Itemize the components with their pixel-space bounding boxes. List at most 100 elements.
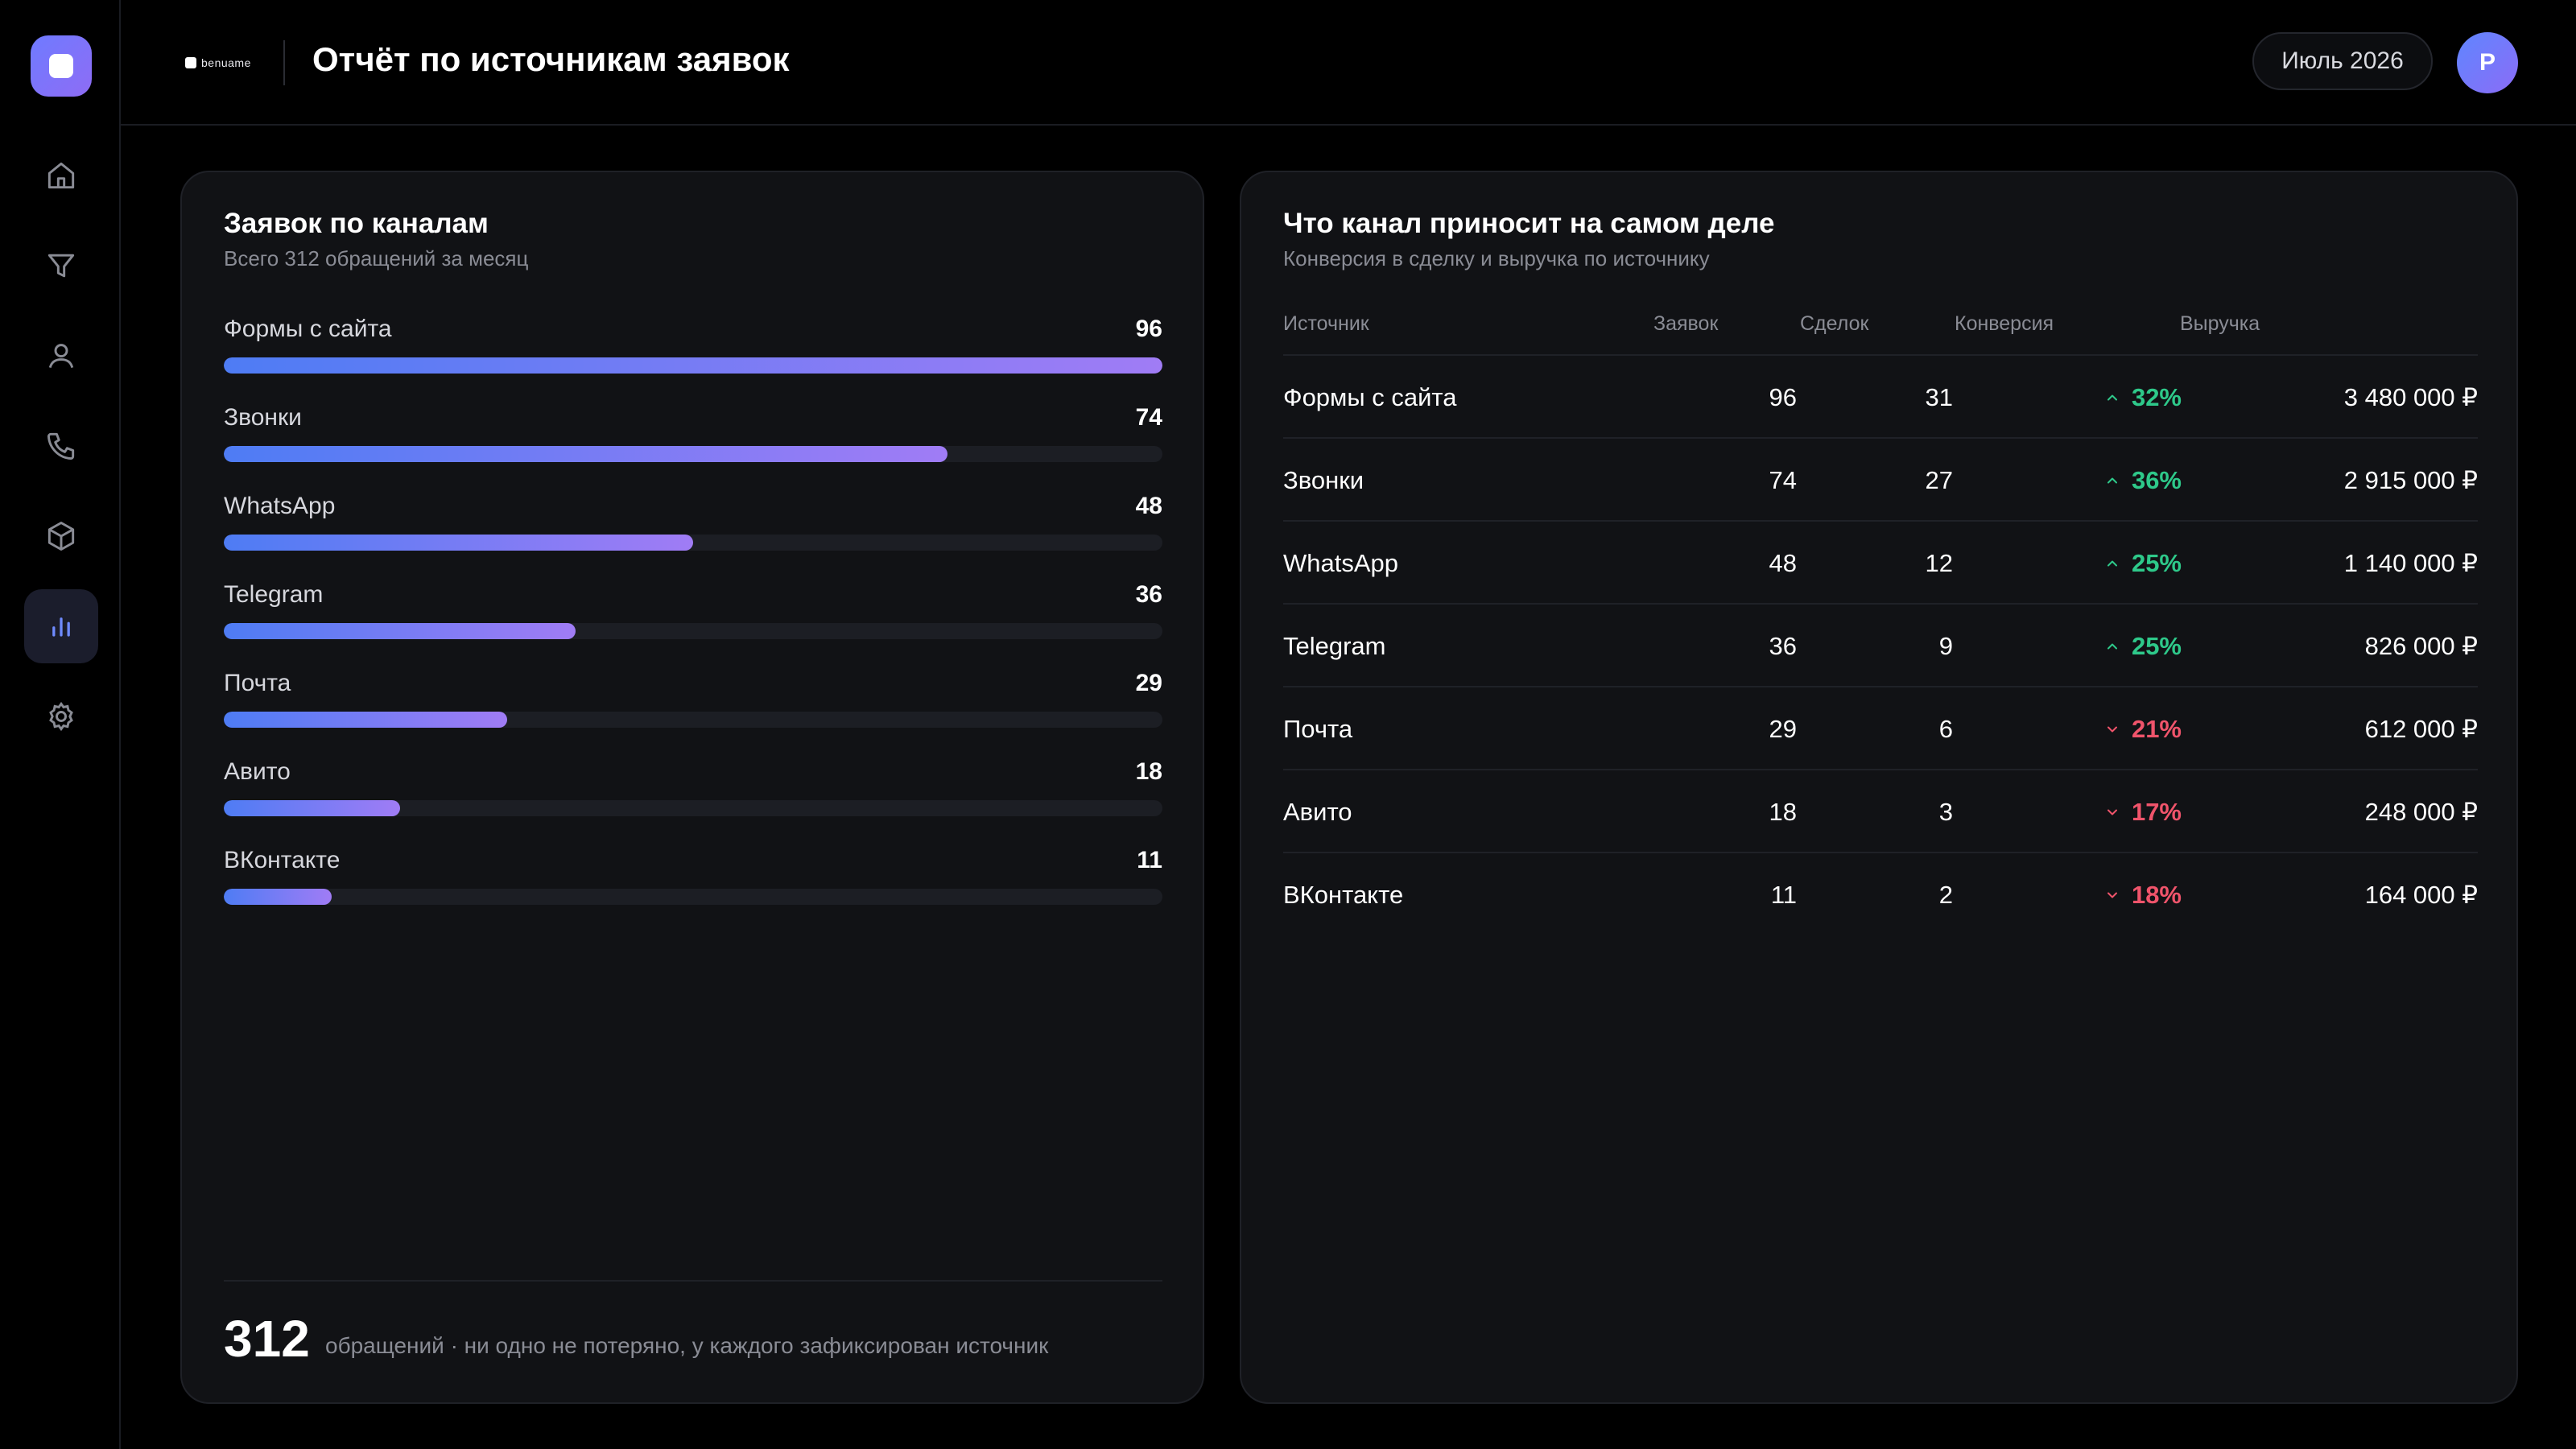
cell-conversion: 21%	[2104, 715, 2182, 744]
bar-label: Telegram	[224, 581, 324, 608]
cell-source: Авито	[1283, 798, 1352, 826]
sidebar-item-contacts[interactable]	[24, 319, 98, 393]
bar-value-label: 96	[1135, 316, 1162, 342]
sidebar-item-settings[interactable]	[24, 679, 98, 753]
conversion-value: 21%	[2131, 715, 2182, 743]
bar-track	[224, 357, 1162, 374]
conversion-table: Источник Заявок Сделок Конверсия Выручка…	[1283, 301, 2478, 936]
column-header-conversion[interactable]: Конверсия	[1955, 312, 2054, 335]
channels-card-title: Заявок по каналам	[224, 208, 489, 239]
bar[interactable]	[224, 712, 508, 728]
cell-conversion: 17%	[2104, 798, 2182, 827]
bar-row: ВКонтакте 11	[224, 837, 1162, 926]
conversion-value: 17%	[2131, 798, 2182, 826]
bar-track	[224, 446, 1162, 462]
cell-revenue: 612 000 ₽	[2364, 715, 2478, 743]
trend-up-icon	[2107, 560, 2117, 567]
cell-deals: 3	[1938, 798, 1953, 826]
bar-row: Telegram 36	[224, 572, 1162, 660]
bar-row: Авито 18	[224, 749, 1162, 837]
bar-label: ВКонтакте	[224, 847, 341, 873]
header-divider	[283, 40, 285, 85]
table-row[interactable]: WhatsApp 48 12 25% 1 140 000 ₽	[1283, 522, 2478, 605]
trend-up-icon	[2107, 477, 2117, 484]
header: benuame Отчёт по источникам заявок Июль …	[121, 0, 2576, 126]
table-row[interactable]: Почта 29 6 21% 612 000 ₽	[1283, 687, 2478, 770]
bar-track	[224, 623, 1162, 639]
channels-bar-chart: Формы с сайта 96 Звонки 74 WhatsApp 48 Telegra…	[224, 306, 1162, 926]
avatar[interactable]: P	[2457, 32, 2518, 93]
bar-row: Почта 29	[224, 660, 1162, 749]
sidebar-item-reports[interactable]	[24, 589, 98, 663]
conversion-card: Что канал приносит на самом деле Конверс…	[1240, 171, 2518, 1404]
bar[interactable]	[224, 623, 576, 639]
cell-leads: 29	[1769, 715, 1797, 743]
trend-down-icon	[2107, 892, 2117, 898]
conversion-card-title: Что канал приносит на самом деле	[1283, 208, 1775, 239]
table-row[interactable]: Авито 18 3 17% 248 000 ₽	[1283, 770, 2478, 853]
bar-label: Почта	[224, 670, 291, 696]
table-header: Источник Заявок Сделок Конверсия Выручка	[1283, 301, 2478, 356]
cell-leads: 36	[1769, 632, 1797, 660]
bar-value-label: 18	[1135, 758, 1162, 785]
bar-value-label: 36	[1135, 581, 1162, 608]
bar-track	[224, 889, 1162, 905]
bar-row: WhatsApp 48	[224, 483, 1162, 572]
cell-deals: 12	[1925, 549, 1953, 577]
cell-leads: 18	[1769, 798, 1797, 826]
table-row[interactable]: ВКонтакте 11 2 18% 164 000 ₽	[1283, 853, 2478, 936]
table-row[interactable]: Звонки 74 27 36% 2 915 000 ₽	[1283, 439, 2478, 522]
bar-track	[224, 800, 1162, 816]
cell-source: Формы с сайта	[1283, 383, 1457, 411]
trend-down-icon	[2107, 726, 2117, 733]
column-header-revenue[interactable]: Выручка	[2180, 312, 2260, 335]
cell-source: Звонки	[1283, 466, 1364, 494]
column-header-leads[interactable]: Заявок	[1653, 312, 1719, 335]
app-logo[interactable]	[31, 35, 92, 97]
cell-leads: 96	[1769, 383, 1797, 411]
cell-conversion: 36%	[2104, 466, 2182, 495]
conversion-value: 25%	[2131, 549, 2182, 577]
sidebar-item-calls[interactable]	[24, 409, 98, 483]
gear-icon	[49, 701, 73, 732]
table-row[interactable]: Формы с сайта 96 31 32% 3 480 000 ₽	[1283, 356, 2478, 439]
sidebar-item-home[interactable]	[24, 138, 98, 213]
channels-card: Заявок по каналам Всего 312 обращений за…	[180, 171, 1204, 1404]
brand-logo[interactable]: benuame	[185, 55, 251, 71]
bar-value-label: 29	[1135, 670, 1162, 696]
home-icon	[47, 162, 75, 189]
cell-leads: 48	[1769, 549, 1797, 577]
funnel-icon	[47, 254, 75, 278]
bar[interactable]	[224, 446, 947, 462]
conversion-value: 36%	[2131, 466, 2182, 494]
bar[interactable]	[224, 889, 332, 905]
month-selector[interactable]: Июль 2026	[2252, 32, 2433, 90]
trend-down-icon	[2107, 809, 2117, 815]
conversion-card-subtitle: Конверсия в сделку и выручка по источник…	[1283, 246, 1710, 270]
brand-mark	[185, 57, 196, 68]
bar[interactable]	[224, 535, 693, 551]
bar[interactable]	[224, 800, 400, 816]
column-header-source[interactable]: Источник	[1283, 312, 1369, 335]
sidebar-item-funnel[interactable]	[24, 229, 98, 303]
cell-revenue: 164 000 ₽	[2364, 881, 2478, 909]
page-title: Отчёт по источникам заявок	[312, 40, 790, 78]
bar-chart-icon	[52, 617, 70, 637]
table-row[interactable]: Telegram 36 9 25% 826 000 ₽	[1283, 605, 2478, 687]
app-logo-mark	[49, 54, 73, 78]
sidebar-item-products[interactable]	[24, 499, 98, 573]
bar-label: Звонки	[224, 404, 302, 431]
sidebar	[0, 0, 121, 1449]
column-header-deals[interactable]: Сделок	[1800, 312, 1869, 335]
bar[interactable]	[224, 357, 1162, 374]
bar-value-label: 48	[1135, 493, 1162, 519]
bar-row: Звонки 74	[224, 394, 1162, 483]
cell-source: ВКонтакте	[1283, 881, 1404, 909]
cell-conversion: 25%	[2104, 549, 2182, 578]
user-icon	[48, 344, 74, 369]
brand-name: benuame	[201, 56, 251, 69]
bar-label: Авито	[224, 758, 291, 785]
cell-revenue: 826 000 ₽	[2364, 632, 2478, 660]
cell-revenue: 2 915 000 ₽	[2343, 466, 2478, 494]
